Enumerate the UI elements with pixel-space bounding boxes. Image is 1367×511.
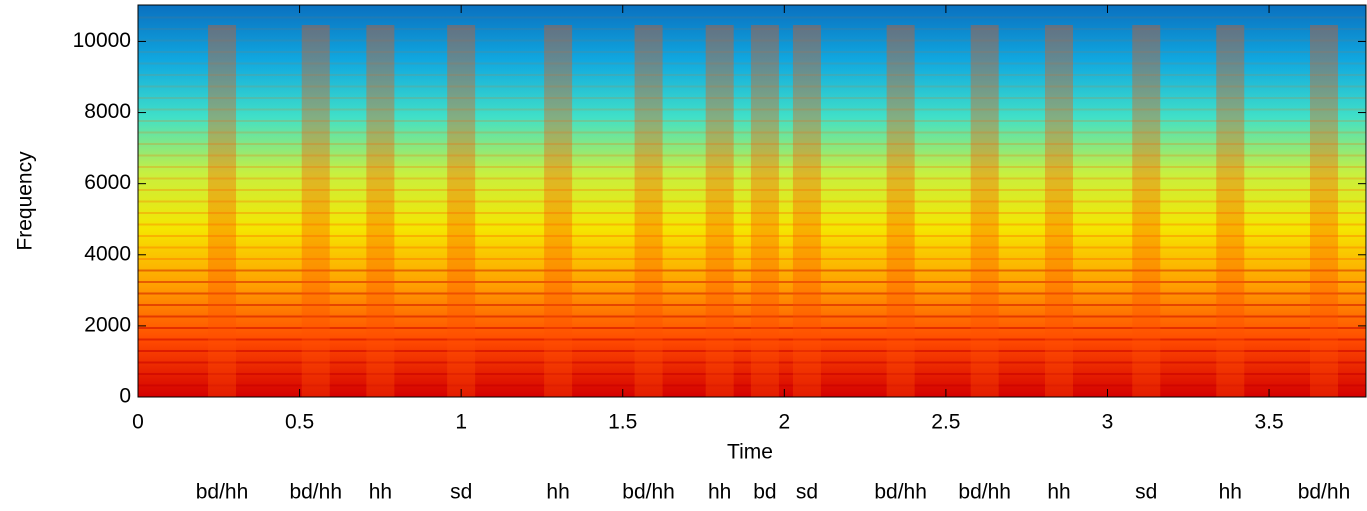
y-tick-label: 2000 bbox=[84, 313, 131, 336]
plot-frame bbox=[137, 4, 1367, 398]
y-tick-label: 6000 bbox=[84, 171, 131, 194]
x-tick-label: 1 bbox=[455, 411, 467, 434]
x-tick-label: 3.5 bbox=[1254, 411, 1283, 434]
x-tick-label: 0.5 bbox=[285, 411, 314, 434]
onset-streak bbox=[705, 25, 734, 397]
x-axis-label: Time bbox=[727, 441, 773, 464]
onset-streak bbox=[750, 25, 779, 397]
onset-streak bbox=[970, 25, 999, 397]
x-tick-label: 2 bbox=[778, 411, 790, 434]
onset-streak bbox=[544, 25, 573, 397]
annotation: hh bbox=[1219, 481, 1242, 504]
y-tick-label: 0 bbox=[119, 385, 131, 408]
annotation: hh bbox=[1047, 481, 1070, 504]
annotation: bd/hh bbox=[958, 481, 1011, 504]
onset-streak bbox=[1132, 25, 1161, 397]
annotation: bd/hh bbox=[289, 481, 342, 504]
y-axis-label: Frequency bbox=[14, 151, 37, 251]
x-tick-label: 1.5 bbox=[608, 411, 637, 434]
onset-streak bbox=[447, 25, 476, 397]
spectrogram-background bbox=[138, 5, 1366, 397]
onset-streak bbox=[366, 25, 395, 397]
annotation: sd bbox=[1135, 481, 1157, 504]
y-tick-label: 4000 bbox=[84, 242, 131, 265]
annotation: bd/hh bbox=[1298, 481, 1351, 504]
onset-streak bbox=[208, 25, 237, 397]
onset-streak bbox=[792, 25, 821, 397]
annotation: bd/hh bbox=[196, 481, 249, 504]
x-tick-label: 0 bbox=[132, 411, 144, 434]
x-tick-label: 2.5 bbox=[931, 411, 960, 434]
annotation: bd bbox=[753, 481, 776, 504]
onset-streak bbox=[301, 25, 330, 397]
annotation: sd bbox=[796, 481, 818, 504]
annotation: bd/hh bbox=[622, 481, 675, 504]
onset-streak bbox=[886, 25, 915, 397]
spectrogram bbox=[138, 5, 1366, 397]
annotation: hh bbox=[369, 481, 392, 504]
onset-streak bbox=[634, 25, 663, 397]
onset-streak bbox=[1216, 25, 1245, 397]
y-tick-label: 10000 bbox=[73, 29, 131, 52]
annotation: hh bbox=[546, 481, 569, 504]
annotation: bd/hh bbox=[874, 481, 927, 504]
x-tick-label: 3 bbox=[1102, 411, 1114, 434]
onset-streak bbox=[1045, 25, 1073, 397]
annotation: hh bbox=[708, 481, 731, 504]
y-tick-label: 8000 bbox=[84, 100, 131, 123]
annotation: sd bbox=[450, 481, 472, 504]
onset-streak bbox=[1309, 25, 1338, 397]
